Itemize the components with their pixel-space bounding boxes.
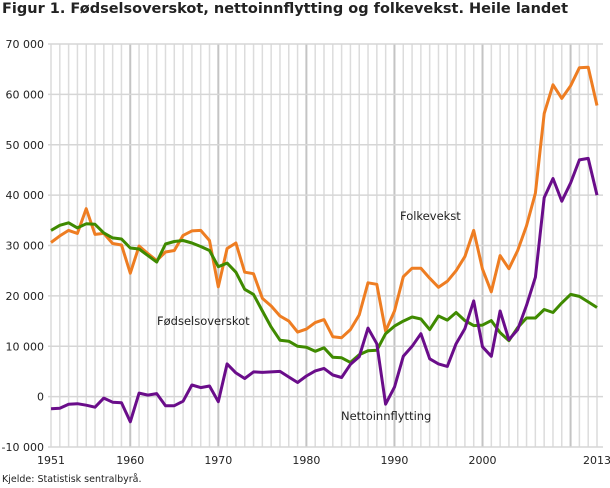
series-lines <box>50 65 599 424</box>
label-folkevekst: Folkevekst <box>400 209 461 223</box>
y-tick-label: 30 000 <box>6 240 45 253</box>
x-tick-label: 1990 <box>380 454 408 467</box>
chart-title: Figur 1. Fødselsoverskot, nettoinnflytti… <box>2 1 569 17</box>
y-tick-label: 10 000 <box>6 340 45 353</box>
label-nettoinnflytting: Nettoinnflytting <box>341 409 431 423</box>
series-line-nettoinnflytting <box>50 156 599 424</box>
y-axis-ticks: -10 000 0 10 000 20 000 30 000 40 000 50 000 60… <box>2 38 44 454</box>
grid <box>48 43 603 448</box>
y-tick-label: 20 000 <box>6 290 45 303</box>
source-note: Kjelde: Statistisk sentralbyrå. <box>2 474 142 485</box>
y-tick-label: 60 000 <box>6 88 45 101</box>
y-tick-label: 40 000 <box>6 189 45 202</box>
y-tick-label: -10 000 <box>2 441 44 454</box>
x-tick-label: 1980 <box>292 454 320 467</box>
y-tick-label: 70 000 <box>6 38 45 51</box>
series-line-folkevekst <box>50 65 599 340</box>
x-tick-label: 1970 <box>204 454 232 467</box>
x-tick-label: 1951 <box>37 454 65 467</box>
x-axis-ticks: 1951 1960 1970 1980 1990 2000 2013 <box>37 454 610 467</box>
x-tick-label: 2013 <box>583 454 610 467</box>
x-tick-label: 1960 <box>116 454 144 467</box>
y-tick-label: 0 <box>37 391 44 404</box>
series-line-fodselsoverskot <box>50 221 598 364</box>
label-fodselsoverskot: Fødselsoverskot <box>157 314 250 328</box>
x-tick-label: 2000 <box>469 454 497 467</box>
y-tick-label: 50 000 <box>6 139 45 152</box>
